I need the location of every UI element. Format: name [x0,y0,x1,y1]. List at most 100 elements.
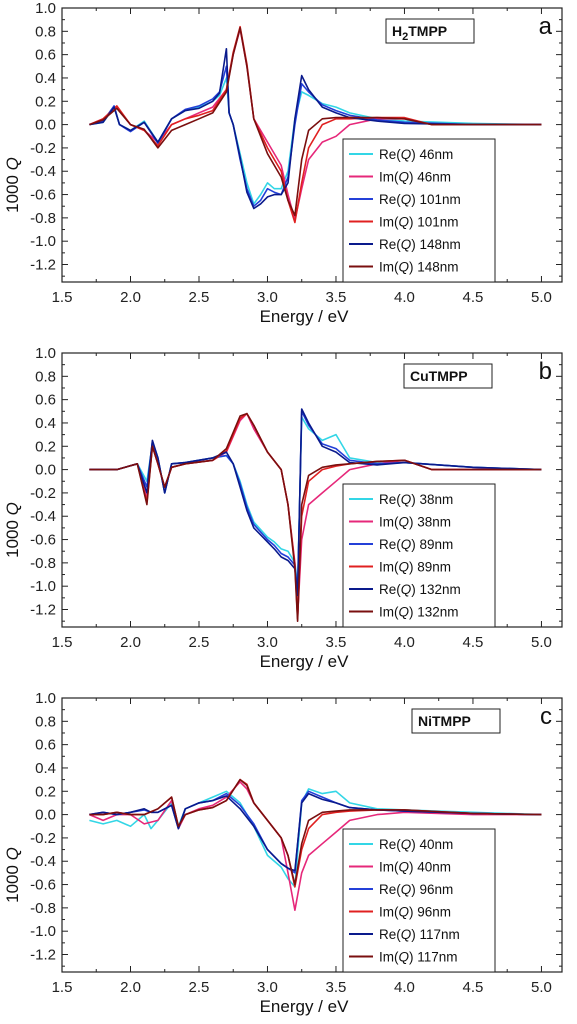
x-tick-label: 4.0 [394,289,415,306]
y-tick-label: -0.4 [30,853,56,870]
y-tick-label: -0.4 [30,163,56,180]
legend-entry: Im(Q) 148nm [379,260,459,275]
y-tick-label: 0.4 [35,415,56,432]
x-tick-label: 2.0 [120,979,141,996]
x-axis-label: Energy / eV [260,307,349,326]
y-tick-label: 0.6 [35,47,56,64]
compound-label: H2TMPP [392,23,447,43]
x-tick-label: 3.0 [257,289,278,306]
y-tick-label: -1.2 [30,602,56,619]
y-tick-label: 0.2 [35,783,56,800]
series-line [89,412,542,623]
legend-entry: Re(Q) 101nm [379,192,461,207]
legend-entry: Im(Q) 89nm [379,560,451,575]
legend-box [342,138,496,283]
y-axis-label: 1000 Q [3,502,22,558]
y-tick-label: -0.4 [30,508,56,525]
legend-entry: Re(Q) 89nm [379,537,453,552]
y-tick-label: 0.8 [35,23,56,40]
series-line [89,792,542,872]
legend-entry: Re(Q) 148nm [379,237,461,252]
x-tick-label: 4.0 [394,634,415,651]
legend-entry: Re(Q) 117nm [379,927,460,942]
y-tick-label: 0.8 [35,368,56,385]
compound-label: NiTMPP [418,713,471,729]
legend-entry: Re(Q) 40nm [379,837,453,852]
plot-frame [61,352,563,628]
x-tick-label: 2.5 [189,289,210,306]
x-axis-label: Energy / eV [260,652,349,671]
panel-b: 1.5 2.0 2.5 3.0 3.5 4.0 4.5 5.0 1.0 0.8 0.6 0.4 0.2 0… [3,345,563,671]
y-tick-label: 0.2 [35,438,56,455]
legend-entry: Re(Q) 96nm [379,882,453,897]
compound-label: CuTMPP [410,368,468,384]
compound-label-box [385,18,475,44]
y-tick-label: -1.0 [30,923,56,940]
panel-c: 1.5 2.0 2.5 3.0 3.5 4.0 4.5 5.0 1.0 0.8 0.6 0.4 0.2 0… [3,690,563,1016]
x-tick-label: 2.5 [189,634,210,651]
legend-entry: Re(Q) 132nm [379,582,461,597]
y-tick-label: -1.0 [30,233,56,250]
x-tick-label: 3.5 [326,289,347,306]
panel-a: 1.5 2.0 2.5 3.0 3.5 4.0 4.5 5.0 1.0 0.8 0.6 0.4 0.2 0… [3,0,563,326]
y-tick-label: -0.8 [30,210,56,227]
x-tick-label: 1.5 [52,289,73,306]
y-tick-label: 1.0 [35,690,56,707]
y-tick-label: 0.4 [35,70,56,87]
x-tick-label: 5.0 [531,634,552,651]
x-tick-label: 3.0 [257,634,278,651]
y-tick-label: -0.8 [30,555,56,572]
panel-letter: c [540,703,552,730]
y-tick-label: -0.6 [30,532,56,549]
y-tick-label: 1.0 [35,345,56,362]
x-tick-label: 3.0 [257,979,278,996]
y-tick-label: 0.2 [35,93,56,110]
x-tick-label: 3.5 [326,634,347,651]
x-tick-label: 5.0 [531,979,552,996]
x-tick-label: 2.5 [189,979,210,996]
x-tick-label: 4.5 [463,979,484,996]
x-tick-label: 4.0 [394,979,415,996]
compound-label-box [411,708,501,734]
x-axis-label: Energy / eV [260,997,349,1016]
y-tick-label: -1.0 [30,578,56,595]
legend-entry: Re(Q) 46nm [379,147,453,162]
series-line [89,47,542,210]
panel-letter: a [539,13,553,40]
y-tick-label: -1.2 [30,947,56,964]
y-tick-label: -0.6 [30,187,56,204]
y-tick-label: -0.2 [30,830,56,847]
legend-box [342,828,496,973]
x-tick-label: 1.5 [52,634,73,651]
series-line [89,778,542,886]
y-tick-label: -0.8 [30,900,56,917]
x-tick-label: 1.5 [52,979,73,996]
legend-entry: Im(Q) 117nm [379,950,458,965]
y-axis-label: 1000 Q [3,157,22,213]
y-tick-label: 0.8 [35,713,56,730]
x-tick-label: 2.0 [120,634,141,651]
y-tick-label: 0.0 [35,462,56,479]
legend-entry: Re(Q) 38nm [379,492,453,507]
y-tick-label: -0.6 [30,877,56,894]
x-tick-label: 4.5 [463,634,484,651]
y-tick-label: 0.6 [35,737,56,754]
legend-entry: Im(Q) 40nm [379,860,451,875]
plot-frame [61,7,563,283]
legend-box [342,483,496,628]
legend-entry: Im(Q) 96nm [379,905,451,920]
plot-frame [61,697,563,973]
y-tick-label: -1.2 [30,257,56,274]
y-tick-label: 0.0 [35,117,56,134]
y-tick-label: 0.0 [35,807,56,824]
x-tick-label: 5.0 [531,289,552,306]
panel-letter: b [539,358,552,385]
y-tick-label: 1.0 [35,0,56,17]
y-tick-label: 0.4 [35,760,56,777]
legend-entry: Im(Q) 132nm [379,605,459,620]
x-tick-label: 4.5 [463,289,484,306]
legend-entry: Im(Q) 38nm [379,515,451,530]
y-tick-label: -0.2 [30,485,56,502]
y-tick-label: 0.6 [35,392,56,409]
